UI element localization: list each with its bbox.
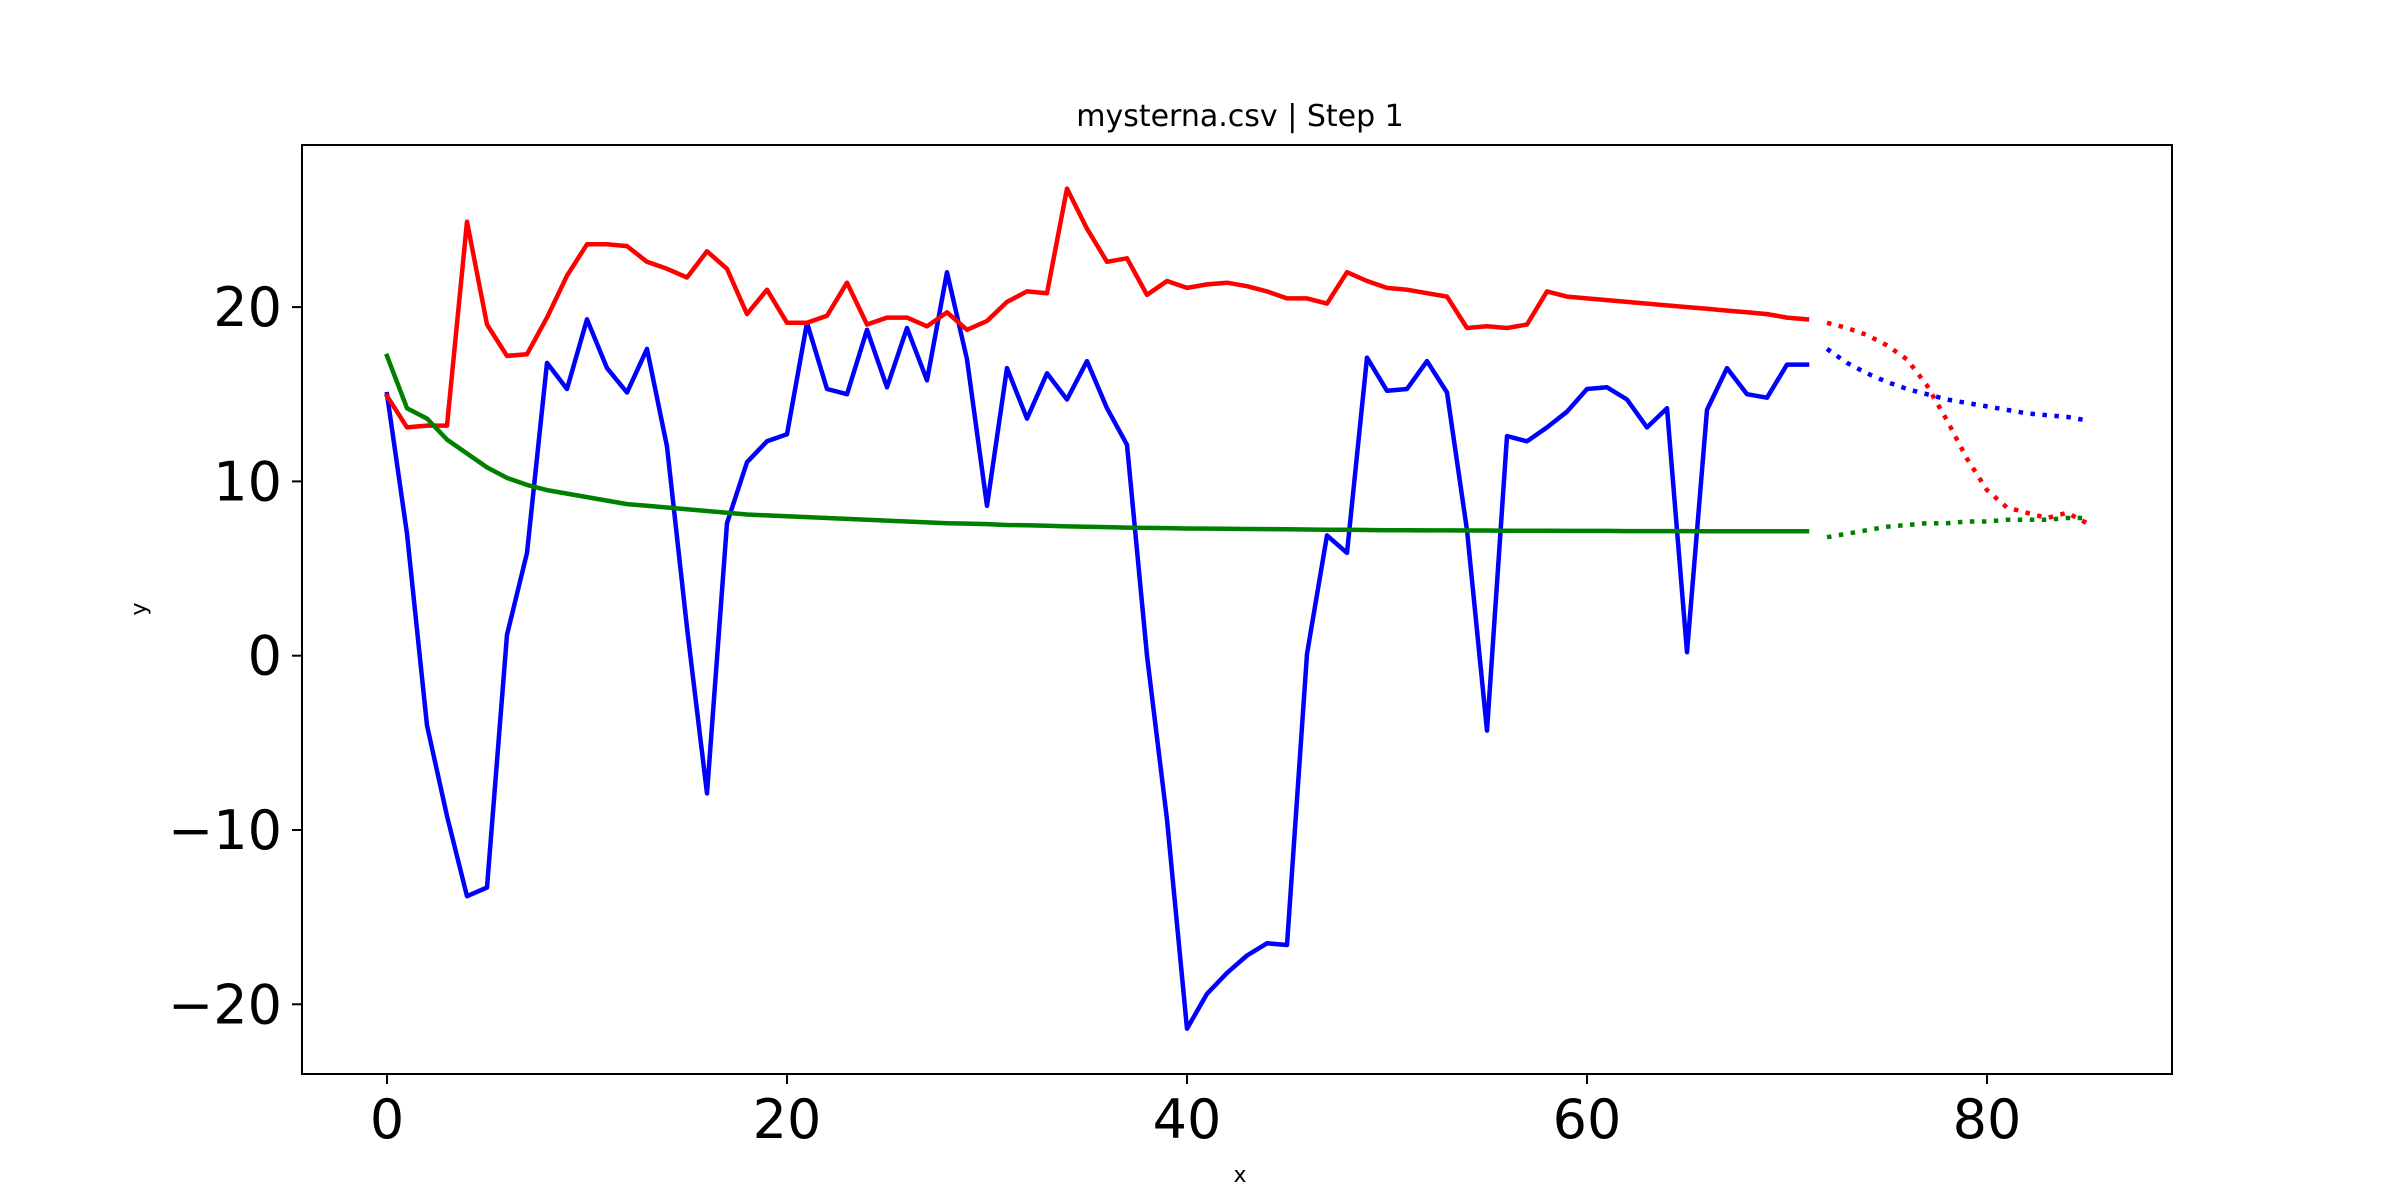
x-axis: 0 20 40 60 80 (370, 1074, 2022, 1151)
y-tick-label: −20 (168, 973, 282, 1036)
series-layer (383, 186, 2089, 1031)
x-tick-label: 60 (1553, 1088, 1622, 1151)
plot-frame (301, 144, 2173, 1075)
series-line-3-dotted (1826, 320, 2089, 526)
y-tick-label: 0 (248, 625, 282, 688)
y-axis-label: y (127, 602, 152, 615)
chart-title: mysterna.csv | Step 1 (1076, 99, 1404, 134)
y-tick-label: 10 (213, 450, 282, 513)
x-tick-label: 0 (370, 1088, 404, 1151)
y-tick-label: 20 (213, 276, 282, 339)
series-line-0-solid (384, 269, 1810, 1031)
series-line-5-dotted (1826, 515, 2087, 540)
series-line-1-dotted (1825, 347, 2088, 423)
y-axis: −20 −10 0 10 20 (168, 276, 302, 1036)
series-line-2-solid (383, 186, 1810, 430)
series-line-4-solid (384, 352, 1810, 534)
x-tick-label: 40 (1153, 1088, 1222, 1151)
x-tick-label: 20 (753, 1088, 822, 1151)
x-tick-label: 80 (1953, 1088, 2022, 1151)
x-axis-label: x (1233, 1163, 1246, 1188)
y-tick-label: −10 (168, 799, 282, 862)
